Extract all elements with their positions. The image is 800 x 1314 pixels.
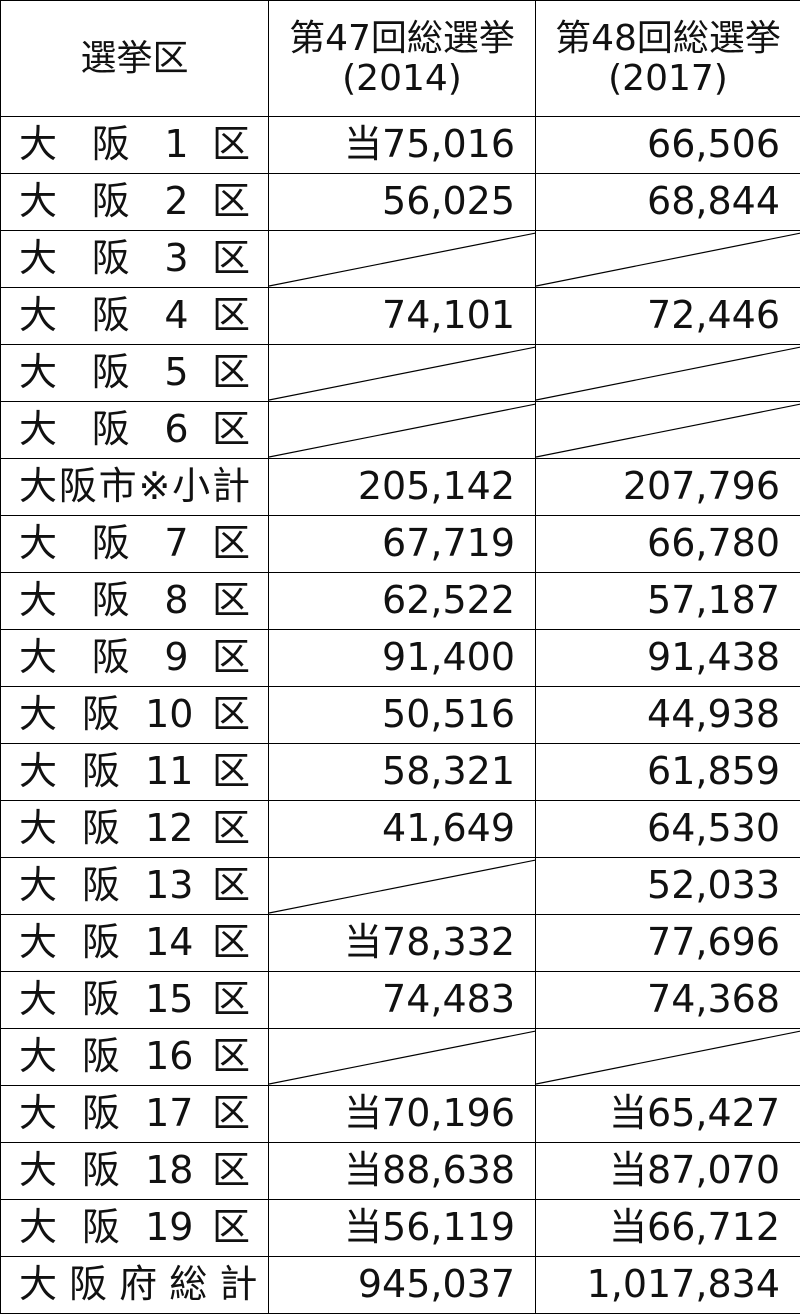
- slash: [536, 346, 800, 401]
- district-cell: 大 阪 1 区: [0, 116, 269, 174]
- header-text: (2014): [342, 57, 462, 99]
- vote-cell: 当66,712: [535, 1199, 800, 1257]
- slash: [536, 1030, 800, 1085]
- vote-cell: 44,938: [535, 686, 800, 744]
- header-cell: 選挙区: [0, 0, 269, 117]
- vote-cell: 当88,638: [268, 1142, 536, 1200]
- district-cell: 大 阪 3 区: [0, 230, 269, 288]
- vote-cell: 41,649: [268, 800, 536, 858]
- vote-cell: 91,400: [268, 629, 536, 687]
- district-cell: 大 阪 2 区: [0, 173, 269, 231]
- slash: [269, 232, 535, 287]
- header-cell: 第48回総選挙 (2017): [535, 0, 800, 117]
- vote-cell: 当65,427: [535, 1085, 800, 1143]
- vote-cell: 61,859: [535, 743, 800, 801]
- district-cell: 大 阪 18 区: [0, 1142, 269, 1200]
- slash: [269, 1030, 535, 1085]
- vote-cell: 56,025: [268, 173, 536, 231]
- district-cell: 大 阪 14 区: [0, 914, 269, 972]
- vote-cell: 74,368: [535, 971, 800, 1029]
- district-cell: 大 阪 7 区: [0, 515, 269, 573]
- vote-cell: 58,321: [268, 743, 536, 801]
- header-cell: 第47回総選挙 (2014): [268, 0, 536, 117]
- vote-cell: [268, 344, 536, 402]
- slash: [536, 232, 800, 287]
- vote-cell: 68,844: [535, 173, 800, 231]
- vote-cell: 50,516: [268, 686, 536, 744]
- header-text: 第47回総選挙: [289, 17, 515, 59]
- vote-cell: 62,522: [268, 572, 536, 630]
- district-cell: 大 阪 10 区: [0, 686, 269, 744]
- header-text: 選挙区: [80, 37, 189, 79]
- vote-cell: [268, 1028, 536, 1086]
- vote-cell: 当70,196: [268, 1085, 536, 1143]
- vote-cell: 64,530: [535, 800, 800, 858]
- vote-cell: [535, 230, 800, 288]
- district-cell: 大阪市※小計: [0, 458, 269, 516]
- slash: [536, 403, 800, 458]
- vote-cell: 当56,119: [268, 1199, 536, 1257]
- district-cell: 大 阪 5 区: [0, 344, 269, 402]
- vote-cell: 当75,016: [268, 116, 536, 174]
- vote-cell: [535, 1028, 800, 1086]
- district-cell: 大 阪 13 区: [0, 857, 269, 915]
- vote-cell: [268, 230, 536, 288]
- vote-cell: 91,438: [535, 629, 800, 687]
- vote-cell: [535, 401, 800, 459]
- slash: [269, 403, 535, 458]
- header-text: (2017): [608, 57, 728, 99]
- vote-cell: 74,101: [268, 287, 536, 345]
- vote-cell: 205,142: [268, 458, 536, 516]
- vote-cell: 1,017,834: [535, 1256, 800, 1314]
- vote-cell: 67,719: [268, 515, 536, 573]
- district-cell: 大 阪 11 区: [0, 743, 269, 801]
- district-cell: 大 阪 6 区: [0, 401, 269, 459]
- vote-cell: [535, 344, 800, 402]
- district-cell: 大 阪 9 区: [0, 629, 269, 687]
- vote-cell: [268, 401, 536, 459]
- district-cell: 大 阪 19 区: [0, 1199, 269, 1257]
- vote-cell: 945,037: [268, 1256, 536, 1314]
- vote-cell: 77,696: [535, 914, 800, 972]
- vote-cell: 57,187: [535, 572, 800, 630]
- vote-cell: 66,506: [535, 116, 800, 174]
- district-cell: 大 阪 17 区: [0, 1085, 269, 1143]
- slash: [269, 859, 535, 914]
- vote-cell: 当78,332: [268, 914, 536, 972]
- header-text: 第48回総選挙: [555, 17, 781, 59]
- vote-cell: 当87,070: [535, 1142, 800, 1200]
- district-cell: 大 阪 府 総 計: [0, 1256, 269, 1314]
- vote-cell: 66,780: [535, 515, 800, 573]
- district-cell: 大 阪 8 区: [0, 572, 269, 630]
- vote-cell: 207,796: [535, 458, 800, 516]
- vote-cell: [268, 857, 536, 915]
- district-cell: 大 阪 15 区: [0, 971, 269, 1029]
- district-cell: 大 阪 4 区: [0, 287, 269, 345]
- vote-cell: 52,033: [535, 857, 800, 915]
- vote-cell: 72,446: [535, 287, 800, 345]
- district-cell: 大 阪 16 区: [0, 1028, 269, 1086]
- vote-cell: 74,483: [268, 971, 536, 1029]
- district-cell: 大 阪 12 区: [0, 800, 269, 858]
- slash: [269, 346, 535, 401]
